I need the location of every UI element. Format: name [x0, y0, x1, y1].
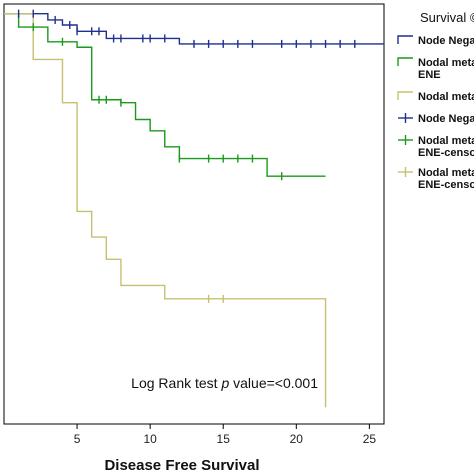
legend-title: Survival © [420, 10, 474, 25]
legend-swatch-2 [397, 57, 413, 66]
legend-label-line2-5: ENE-censo [418, 147, 474, 159]
x-axis-title: Disease Free Survival [104, 457, 259, 474]
x-tick-label-5: 5 [74, 432, 81, 446]
legend-label-1: Node Negat [418, 35, 474, 47]
annotation-prefix: Log Rank test [131, 375, 221, 391]
legend-label-5: Nodal metac [418, 135, 474, 147]
x-tick-label-15: 15 [217, 432, 231, 446]
legend-item-3: Nodal metac [397, 91, 474, 103]
legend-swatch-1 [397, 35, 413, 44]
plot-area [3, 3, 385, 425]
legend-label-6: Nodal metac [418, 167, 474, 179]
log-rank-annotation: Log Rank test p value=<0.001 [131, 375, 318, 391]
x-axis: 5 10 15 20 25 [74, 424, 377, 446]
legend-item-4: Node Negat [398, 113, 474, 125]
legend-label-2: Nodal metac [418, 57, 474, 69]
annotation-suffix: value=<0.001 [229, 375, 318, 391]
legend-item-6: Nodal metacENE-censo [398, 167, 474, 191]
series-line-3 [4, 12, 327, 408]
series-line-2 [4, 12, 326, 177]
legend-label-line2-2: ENE [418, 69, 441, 81]
legend-label-3: Nodal metac [418, 91, 474, 103]
legend-item-5: Nodal metacENE-censo [398, 135, 474, 159]
x-tick-label-25: 25 [363, 432, 377, 446]
x-tick-label-10: 10 [143, 432, 157, 446]
legend-swatch-3 [397, 91, 413, 100]
legend-item-2: Nodal metacENE [397, 57, 474, 81]
x-tick-label-20: 20 [290, 432, 304, 446]
legend-label-4: Node Negat [418, 113, 474, 125]
legend-label-line2-6: ENE-censo [418, 179, 474, 191]
censor-marks [17, 9, 356, 303]
annotation-italic: p [220, 375, 229, 391]
legend-item-1: Node Negat [397, 35, 474, 47]
